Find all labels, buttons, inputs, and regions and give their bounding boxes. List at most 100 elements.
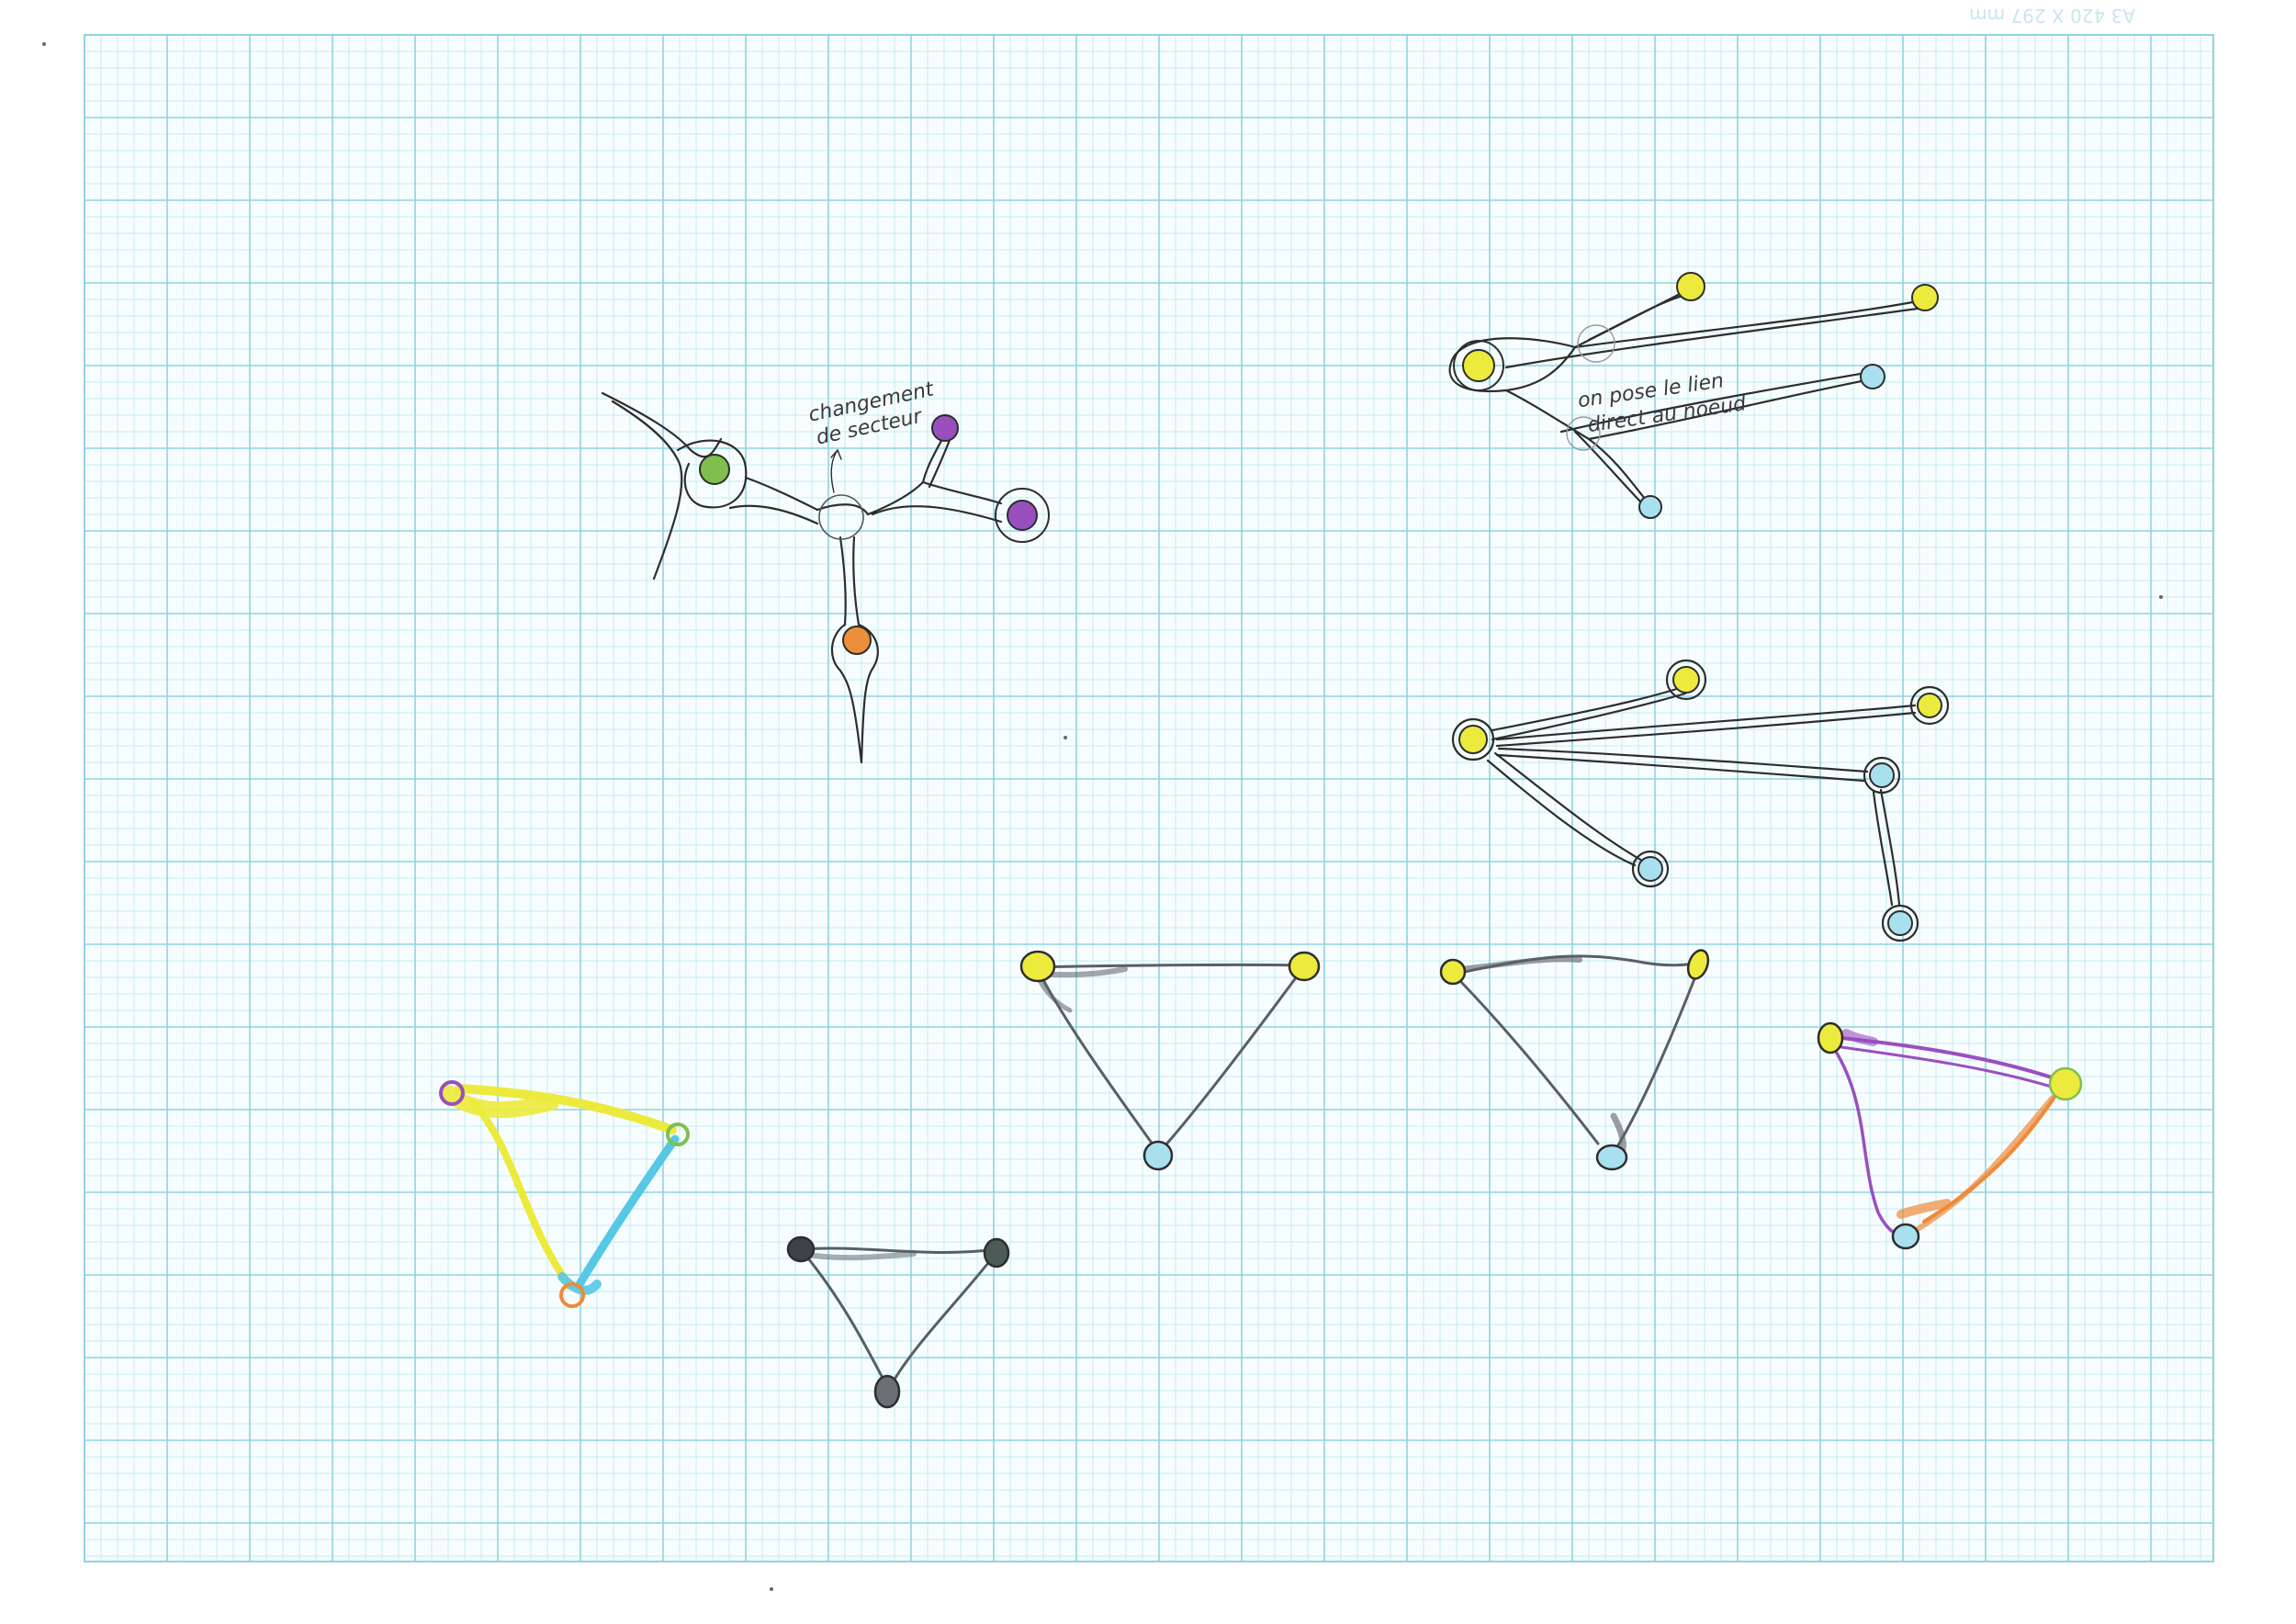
fan-closed-nodes bbox=[1458, 666, 1942, 936]
node-green-ring bbox=[666, 1122, 690, 1146]
node-blue-bottom bbox=[1638, 495, 1662, 519]
node-dark-left bbox=[786, 1235, 816, 1263]
tri-dark-left-edge bbox=[806, 1257, 885, 1382]
fan-edge-blue-right-b bbox=[1559, 370, 1873, 434]
fan2-hub-ring bbox=[1451, 717, 1495, 761]
node-yellow-top-2 bbox=[1672, 666, 1700, 694]
tri-dark-nodes bbox=[786, 1235, 1010, 1409]
node-yellow-left-5 bbox=[1817, 1021, 1844, 1054]
fan2-ring-yellow-top bbox=[1665, 659, 1707, 701]
tri-po-bottom-fill bbox=[1896, 1199, 1952, 1219]
fan-edge-blue-right bbox=[1587, 378, 1873, 441]
tri-right-right-edge bbox=[1615, 970, 1699, 1150]
stray-dot-2 bbox=[2159, 595, 2163, 599]
node-yellow-right-5 bbox=[2048, 1066, 2083, 1101]
tri-dark-top-shade bbox=[805, 1251, 917, 1261]
tri-yc-nodes bbox=[439, 1080, 690, 1308]
fan2-edge-blue-low-b bbox=[1486, 759, 1637, 867]
fan2-ring-yellow-right bbox=[1909, 685, 1950, 726]
tree-nodes bbox=[699, 414, 1038, 655]
node-yellow-hub-2 bbox=[1458, 725, 1488, 754]
tri-right-nodes bbox=[1439, 949, 1710, 1171]
purple-right-ring bbox=[995, 488, 1050, 543]
tri-yc-right-edge bbox=[574, 1134, 680, 1291]
fan-edge-blue-down-b bbox=[1573, 430, 1646, 507]
node-purple-ring bbox=[439, 1080, 465, 1106]
fan-hub-outline bbox=[1448, 337, 1577, 392]
tree-branch-to-junction-a bbox=[744, 476, 819, 512]
fan2-edge-yellow-right-b bbox=[1495, 711, 1917, 748]
stray-dot-4 bbox=[42, 42, 46, 46]
fan-hub-lower bbox=[1504, 389, 1591, 441]
tri-large-top-edge bbox=[1036, 963, 1306, 969]
node-yellow-hub bbox=[1462, 349, 1495, 382]
sketch-tree-sector-change bbox=[601, 391, 1050, 764]
sketch-triangle-gray-large bbox=[1033, 963, 1306, 1150]
fan-edge-long-yellow bbox=[1573, 299, 1924, 349]
tri-large-nodes bbox=[1019, 950, 1321, 1171]
stray-marks bbox=[42, 42, 2163, 1591]
node-blue-bottom-4 bbox=[1595, 1144, 1628, 1171]
paper-format-label: A3 420 X 297 mm bbox=[1969, 5, 2135, 27]
tri-right-left-edge bbox=[1458, 979, 1600, 1145]
fan2-ring-blue-low bbox=[1631, 850, 1670, 888]
sector-arrow bbox=[830, 448, 842, 493]
fan2-edge-blue-bottom bbox=[1879, 788, 1901, 907]
node-blue-mid-2 bbox=[1869, 762, 1895, 788]
node-orange bbox=[842, 626, 872, 655]
node-yellow-right-3 bbox=[1288, 951, 1321, 982]
tree-orange-lobe bbox=[830, 623, 863, 764]
node-yellow-top bbox=[1676, 272, 1705, 301]
tri-dark-right-edge bbox=[894, 1257, 994, 1380]
tree-branch-to-purple-right bbox=[921, 480, 1003, 505]
fan-edge-long-yellow-b bbox=[1504, 306, 1926, 369]
fan2-edge-yellow-right bbox=[1495, 704, 1917, 741]
node-blue-bottom-5 bbox=[1891, 1223, 1920, 1250]
tri-po-nodes bbox=[1817, 1021, 2083, 1250]
fan2-edge-yellow-top-b bbox=[1491, 692, 1687, 741]
fan2-edge-blue-mid bbox=[1497, 747, 1869, 773]
node-purple-top bbox=[931, 414, 959, 442]
tree-junction-upper bbox=[816, 480, 925, 516]
tri-po-right-edge-b bbox=[1912, 1095, 2055, 1234]
stray-dot-3 bbox=[770, 1587, 773, 1591]
fan2-ring-blue-mid bbox=[1863, 756, 1901, 795]
sector-junction-ring bbox=[818, 494, 864, 540]
node-blue-bottom-2 bbox=[1887, 910, 1913, 936]
node-yellow-right-4 bbox=[1686, 949, 1710, 980]
sketch-fan-open-hub bbox=[1448, 288, 1926, 507]
tree-branch-left-outer bbox=[611, 400, 683, 581]
fan-hub-ring bbox=[1453, 340, 1504, 391]
node-yellow-left-3 bbox=[1019, 950, 1056, 983]
tri-right-top-shade bbox=[1458, 956, 1582, 972]
tri-yc-left-edge bbox=[469, 1099, 573, 1290]
stray-dot-1 bbox=[1064, 736, 1067, 739]
node-blue-low-2 bbox=[1638, 856, 1663, 882]
fan2-edge-yellow-top bbox=[1491, 685, 1684, 732]
tri-dark-top-edge bbox=[802, 1246, 998, 1255]
tree-branch-down-b bbox=[852, 536, 861, 626]
fan2-ring-blue-bottom bbox=[1881, 904, 1919, 942]
fan2-edge-blue-bottom-b bbox=[1872, 790, 1894, 907]
node-blue-bottom-3 bbox=[1142, 1140, 1174, 1171]
node-orange-ring bbox=[559, 1282, 585, 1308]
node-yellow-right-2 bbox=[1917, 693, 1942, 718]
node-dark-bottom bbox=[873, 1374, 901, 1409]
tree-green-lobe bbox=[676, 439, 748, 509]
node-blue-right bbox=[1860, 364, 1885, 389]
sketch-fan-closed-hub bbox=[1451, 659, 1950, 942]
tree-branch-down bbox=[838, 536, 847, 626]
link-point-ring-top bbox=[1577, 324, 1615, 363]
tri-yc-top-edge bbox=[455, 1084, 677, 1134]
link-point-ring-bottom bbox=[1566, 416, 1601, 451]
node-green bbox=[699, 454, 730, 485]
node-yellow-left-4 bbox=[1439, 958, 1467, 986]
tri-po-top-fill bbox=[1841, 1029, 1878, 1046]
tri-po-top-edge-b bbox=[1840, 1045, 2059, 1090]
sketch-triangle-dark-small bbox=[802, 1246, 998, 1382]
node-yellow-right bbox=[1911, 284, 1939, 311]
node-purple-right bbox=[1007, 500, 1038, 531]
node-dark-right bbox=[983, 1237, 1010, 1269]
tree-branch-left-upper bbox=[601, 391, 723, 458]
